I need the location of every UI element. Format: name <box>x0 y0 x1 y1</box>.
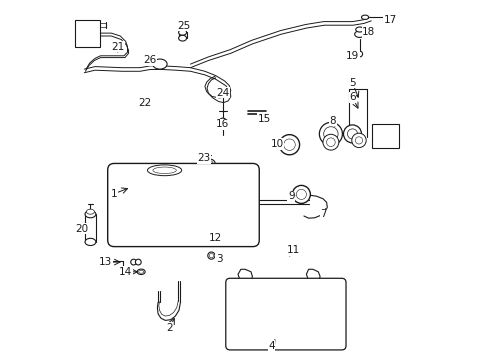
Ellipse shape <box>86 209 94 214</box>
Text: 8: 8 <box>329 116 335 126</box>
Text: 4: 4 <box>267 341 274 351</box>
Ellipse shape <box>152 59 167 69</box>
Circle shape <box>351 133 366 148</box>
Circle shape <box>322 134 338 150</box>
Text: 23: 23 <box>197 153 210 163</box>
Text: 10: 10 <box>270 139 283 149</box>
Bar <box>75 20 100 47</box>
Circle shape <box>343 125 361 143</box>
Circle shape <box>326 138 335 147</box>
Text: 15: 15 <box>257 114 270 124</box>
Text: 14: 14 <box>119 267 132 277</box>
Text: 12: 12 <box>209 233 222 243</box>
Circle shape <box>323 127 337 141</box>
Text: 7: 7 <box>320 209 326 219</box>
Circle shape <box>180 22 184 27</box>
Circle shape <box>135 259 141 265</box>
Circle shape <box>219 118 226 125</box>
Circle shape <box>355 137 362 144</box>
Ellipse shape <box>137 269 145 275</box>
Text: 2: 2 <box>166 323 173 333</box>
Text: 25: 25 <box>177 21 190 31</box>
Circle shape <box>356 51 362 57</box>
Circle shape <box>296 189 306 199</box>
Ellipse shape <box>354 31 364 37</box>
Text: 17: 17 <box>383 15 396 25</box>
FancyBboxPatch shape <box>107 163 259 247</box>
Text: 9: 9 <box>287 191 294 201</box>
Circle shape <box>130 259 136 265</box>
Text: 16: 16 <box>216 119 229 129</box>
Text: 11: 11 <box>286 245 299 255</box>
Ellipse shape <box>203 160 212 165</box>
Text: 24: 24 <box>216 88 229 98</box>
Ellipse shape <box>178 35 186 41</box>
Text: 13: 13 <box>99 257 112 267</box>
Ellipse shape <box>361 15 368 19</box>
Circle shape <box>292 185 310 203</box>
Ellipse shape <box>355 27 363 32</box>
Ellipse shape <box>85 211 96 218</box>
Circle shape <box>279 135 299 155</box>
Circle shape <box>207 252 215 259</box>
Circle shape <box>283 139 295 150</box>
Text: 21: 21 <box>111 42 124 52</box>
Text: 1: 1 <box>111 189 117 199</box>
Ellipse shape <box>178 30 186 35</box>
Bar <box>371 124 399 148</box>
Text: 26: 26 <box>143 55 157 66</box>
Text: 5: 5 <box>348 78 355 88</box>
Ellipse shape <box>153 167 176 174</box>
Ellipse shape <box>147 165 182 176</box>
Circle shape <box>319 122 342 145</box>
Ellipse shape <box>200 159 215 167</box>
Text: 22: 22 <box>138 98 151 108</box>
Text: 20: 20 <box>75 224 88 234</box>
FancyBboxPatch shape <box>225 278 346 350</box>
Circle shape <box>347 129 357 139</box>
Text: 18: 18 <box>361 27 375 37</box>
Text: 19: 19 <box>345 51 358 61</box>
Text: 6: 6 <box>348 92 355 102</box>
Circle shape <box>209 253 213 258</box>
Ellipse shape <box>139 270 143 273</box>
Ellipse shape <box>85 238 96 246</box>
Text: 3: 3 <box>216 254 222 264</box>
